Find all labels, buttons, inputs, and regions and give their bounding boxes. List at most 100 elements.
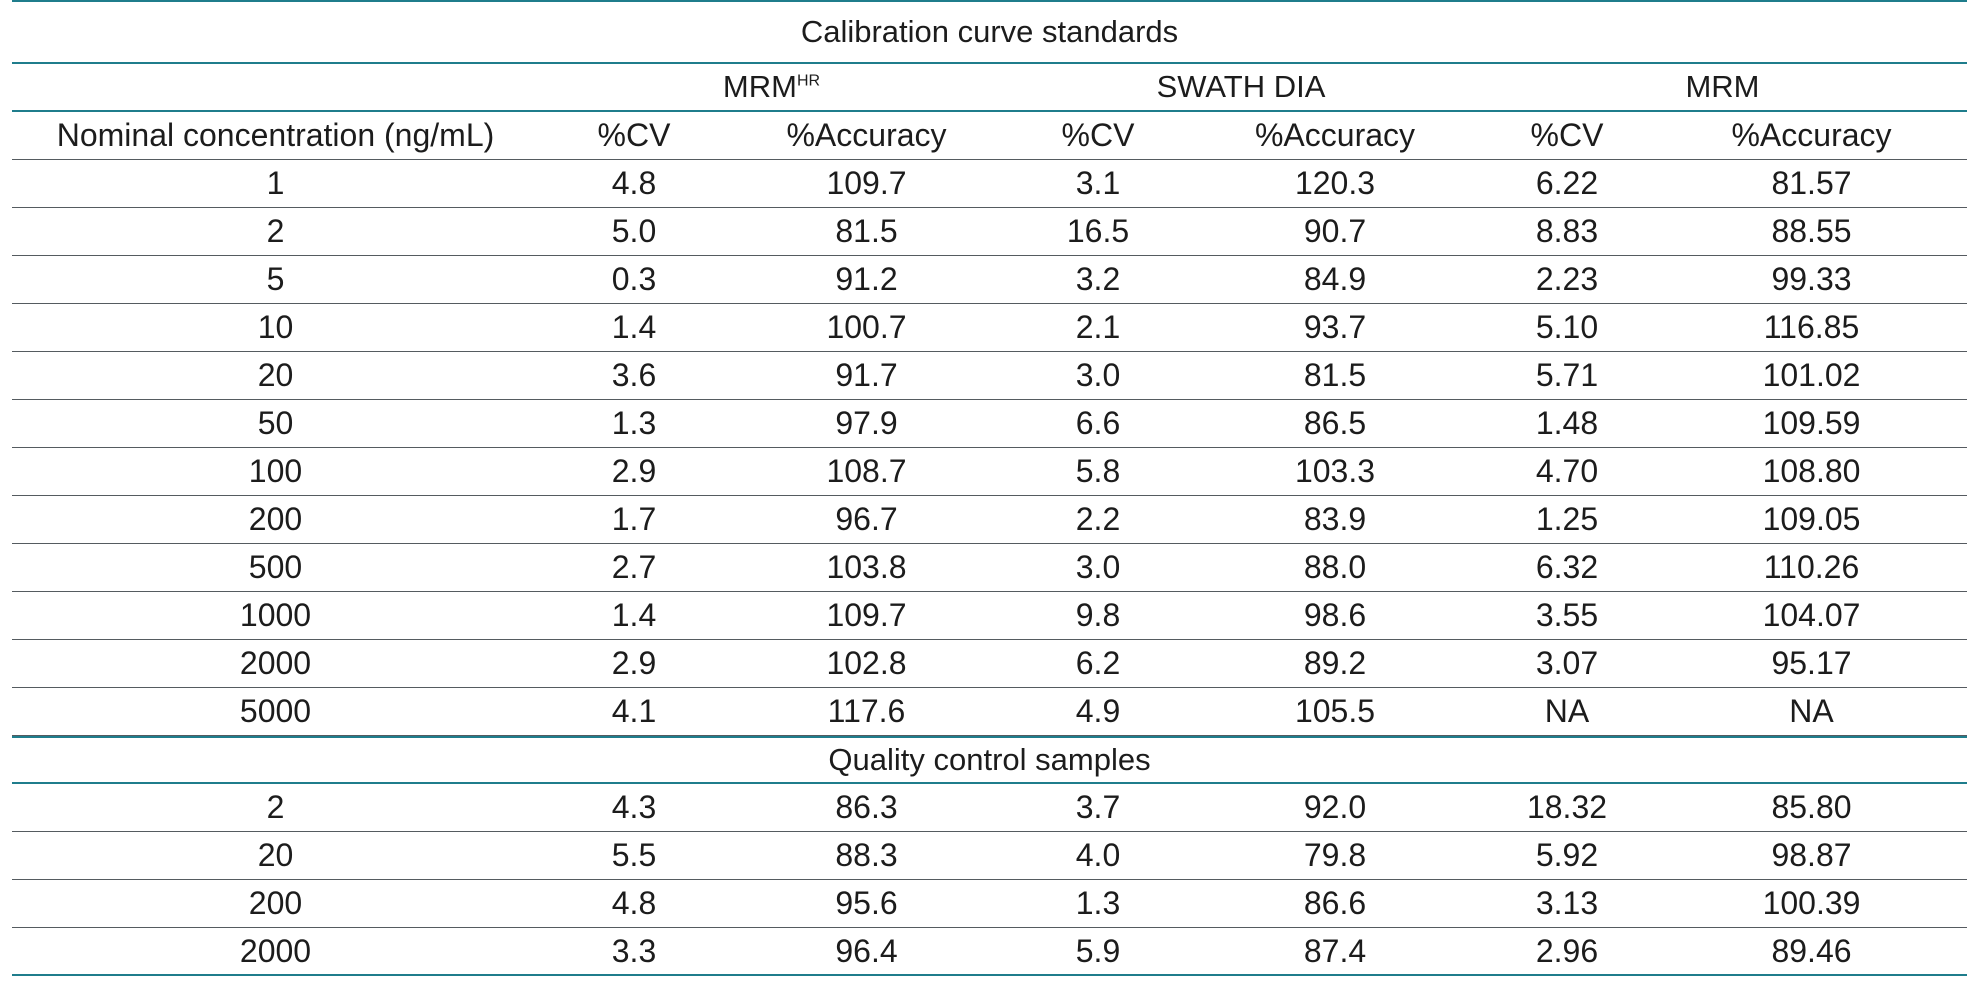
calibration-row: 200 1.7 96.7 2.2 83.9 1.25 109.05 (12, 496, 1967, 544)
value-cell: 88.55 (1771, 213, 1852, 249)
calibration-body: 1 4.8 109.7 3.1 120.3 6.22 81.57 2 5.0 81.5 16.5 90… (12, 160, 1967, 736)
value-cell: 4.0 (1075, 837, 1121, 873)
concentration-cell: 5000 (239, 693, 312, 729)
value-cell: 6.32 (1535, 549, 1599, 585)
qc-section-title: Quality control samples (12, 736, 1967, 784)
value-cell: 4.1 (611, 693, 657, 729)
value-cell: 91.2 (835, 261, 898, 297)
value-cell: 89.46 (1771, 932, 1852, 969)
value-cell: 5.71 (1535, 357, 1599, 393)
calibration-row: 2000 2.9 102.8 6.2 89.2 3.07 95.17 (12, 640, 1967, 688)
value-cell: 3.3 (611, 932, 657, 969)
concentration-cell: 100 (248, 453, 303, 489)
concentration-cell: 20 (257, 837, 294, 873)
value-cell: 93.7 (1303, 309, 1367, 345)
concentration-cell: 10 (257, 309, 294, 345)
qc-row: 200 4.8 95.6 1.3 86.6 3.13 100.39 (12, 880, 1967, 928)
data-table: Calibration curve standards MRMHR SWATH … (12, 0, 1967, 976)
value-cell: 85.80 (1771, 789, 1852, 825)
concentration-cell: 20 (257, 357, 294, 393)
value-cell: 1.48 (1535, 405, 1599, 441)
value-cell: 1.7 (611, 501, 657, 537)
value-cell: 0.3 (611, 261, 657, 297)
value-cell: 6.6 (1075, 405, 1121, 441)
value-cell: 108.7 (826, 453, 907, 489)
calibration-row: 50 1.3 97.9 6.6 86.5 1.48 109.59 (12, 400, 1967, 448)
concentration-cell: 50 (257, 405, 294, 441)
value-cell: 104.07 (1762, 597, 1861, 633)
value-cell: 101.02 (1762, 357, 1861, 393)
value-cell: 6.22 (1535, 165, 1599, 201)
value-cell: 86.3 (835, 789, 898, 825)
calibration-row: 10 1.4 100.7 2.1 93.7 5.10 116.85 (12, 304, 1967, 352)
value-cell: 5.5 (611, 837, 657, 873)
value-cell: 16.5 (1066, 213, 1130, 249)
value-cell: 81.5 (1303, 357, 1367, 393)
value-cell: 1.3 (1075, 885, 1121, 921)
value-cell: 81.57 (1771, 165, 1852, 201)
value-cell: 4.3 (611, 789, 657, 825)
value-cell: 95.6 (835, 885, 898, 921)
value-cell: 3.07 (1535, 645, 1599, 681)
value-cell: 103.3 (1294, 453, 1376, 489)
value-cell: 3.1 (1075, 165, 1121, 201)
value-cell: 2.23 (1535, 261, 1599, 297)
value-cell: NA (1544, 693, 1590, 729)
value-cell: 1.3 (611, 405, 657, 441)
value-cell: 109.59 (1762, 405, 1861, 441)
value-cell: 2.9 (611, 453, 657, 489)
qc-title-text: Quality control samples (828, 742, 1151, 777)
value-cell: 5.92 (1535, 837, 1599, 873)
value-cell: 110.26 (1763, 549, 1860, 585)
header-accuracy: %Accuracy (1254, 117, 1416, 153)
concentration-cell: 2000 (239, 645, 312, 681)
concentration-cell: 5 (266, 261, 285, 297)
qc-row: 2 4.3 86.3 3.7 92.0 18.32 85.80 (12, 784, 1967, 832)
value-cell: 2.7 (611, 549, 657, 585)
value-cell: 5.10 (1535, 309, 1599, 345)
concentration-cell: 2 (266, 213, 285, 249)
header-cv: %CV (1530, 117, 1604, 153)
value-cell: 3.2 (1075, 261, 1121, 297)
value-cell: 91.7 (835, 357, 898, 393)
value-cell: 117.6 (827, 693, 906, 729)
calibration-row: 2 5.0 81.5 16.5 90.7 8.83 88.55 (12, 208, 1967, 256)
value-cell: 18.32 (1526, 789, 1608, 825)
value-cell: 4.8 (611, 885, 657, 921)
value-cell: 89.2 (1303, 645, 1367, 681)
header-accuracy: %Accuracy (786, 117, 947, 153)
value-cell: 5.0 (611, 213, 657, 249)
value-cell: 4.70 (1535, 453, 1599, 489)
header-cv: %CV (597, 117, 671, 153)
value-cell: 5.9 (1075, 932, 1121, 969)
calibration-row: 500 2.7 103.8 3.0 88.0 6.32 110.26 (12, 544, 1967, 592)
concentration-cell: 200 (248, 501, 303, 537)
value-cell: 97.9 (835, 405, 898, 441)
value-cell: 4.9 (1075, 693, 1121, 729)
value-cell: 92.0 (1303, 789, 1367, 825)
value-cell: 3.7 (1075, 789, 1121, 825)
value-cell: 105.5 (1294, 693, 1376, 729)
qc-row: 2000 3.3 96.4 5.9 87.4 2.96 89.46 (12, 928, 1967, 976)
value-cell: 9.8 (1075, 597, 1121, 633)
value-cell: 116.85 (1763, 309, 1860, 345)
value-cell: 102.8 (826, 645, 907, 681)
value-cell: 1.4 (611, 597, 657, 633)
column-header-row: Nominal concentration (ng/mL) %CV %Accurac… (12, 112, 1967, 160)
value-cell: 2.96 (1535, 932, 1599, 969)
group-header-mrmhr: MRMHR (722, 69, 821, 104)
concentration-cell: 2000 (239, 932, 312, 969)
value-cell: 95.17 (1771, 645, 1852, 681)
concentration-cell: 2 (266, 789, 285, 825)
calibration-row: 100 2.9 108.7 5.8 103.3 4.70 108.80 (12, 448, 1967, 496)
value-cell: 1.4 (611, 309, 657, 345)
group-header-mrm: MRM (1685, 69, 1760, 104)
header-concentration: Nominal concentration (ng/mL) (56, 117, 495, 153)
value-cell: 98.6 (1303, 597, 1367, 633)
value-cell: 3.13 (1535, 885, 1599, 921)
calibration-row: 20 3.6 91.7 3.0 81.5 5.71 101.02 (12, 352, 1967, 400)
value-cell: 100.39 (1762, 885, 1861, 921)
qc-row: 20 5.5 88.3 4.0 79.8 5.92 98.87 (12, 832, 1967, 880)
value-cell: 87.4 (1303, 932, 1367, 969)
value-cell: 3.0 (1075, 549, 1121, 585)
